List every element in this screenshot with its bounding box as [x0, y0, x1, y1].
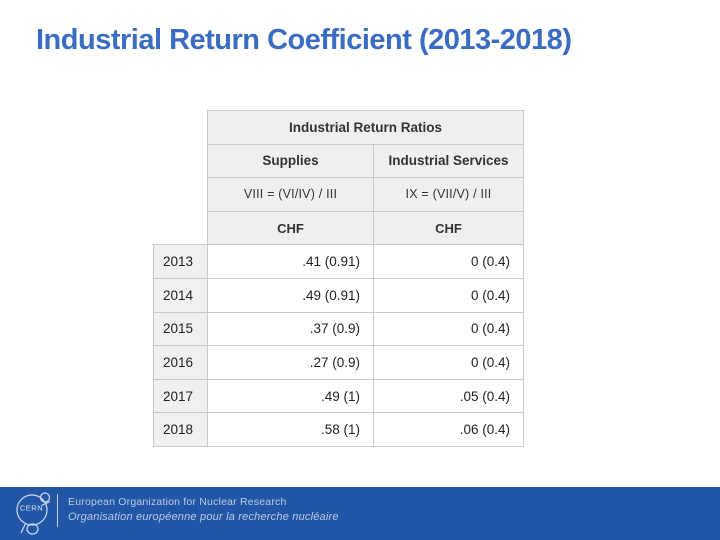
- year-cell: 2018: [153, 412, 208, 447]
- services-value-cell: .05 (0.4): [372, 378, 525, 414]
- org-name-english: European Organization for Nuclear Resear…: [68, 496, 287, 508]
- year-cell: 2015: [153, 311, 208, 347]
- supplies-value-cell: .41 (0.91): [207, 244, 374, 279]
- table-row: 2015 .37 (0.9) 0 (0.4): [153, 311, 525, 347]
- services-column-header: Industrial Services: [372, 143, 525, 179]
- supplies-value-cell: .49 (0.91): [207, 277, 374, 313]
- year-cell: 2014: [153, 277, 208, 313]
- table-row: 2018 .58 (1) .06 (0.4): [153, 412, 525, 447]
- table-formula-row: VIII = (VI/IV) / III IX = (VII/V) / III: [154, 177, 525, 212]
- services-value-cell: 0 (0.4): [372, 345, 525, 380]
- table-subheader-row: Supplies Industrial Services: [154, 143, 525, 179]
- supplies-unit-cell: CHF: [207, 210, 374, 246]
- table-row: 2014 .49 (0.91) 0 (0.4): [153, 277, 525, 313]
- services-formula-cell: IX = (VII/V) / III: [372, 177, 525, 212]
- services-value-cell: .06 (0.4): [372, 412, 525, 447]
- supplies-formula-cell: VIII = (VI/IV) / III: [207, 177, 374, 212]
- supplies-value-cell: .37 (0.9): [207, 311, 374, 347]
- footer-banner: CERN European Organization for Nuclear R…: [0, 487, 720, 540]
- table-row: 2016 .27 (0.9) 0 (0.4): [153, 345, 525, 380]
- table-header-row: Industrial Return Ratios: [154, 110, 525, 145]
- year-cell: 2017: [153, 378, 208, 414]
- services-unit-cell: CHF: [372, 210, 525, 246]
- year-cell: 2013: [153, 244, 208, 279]
- table-row: 2017 .49 (1) .05 (0.4): [153, 378, 525, 414]
- supplies-value-cell: .49 (1): [207, 378, 374, 414]
- ghost-cell: [154, 111, 208, 145]
- services-value-cell: 0 (0.4): [372, 244, 525, 279]
- supplies-value-cell: .27 (0.9): [207, 345, 374, 380]
- footer-org-name: European Organization for Nuclear Resear…: [68, 495, 339, 525]
- services-value-cell: 0 (0.4): [372, 277, 525, 313]
- cern-logo-text: CERN: [20, 504, 43, 513]
- table-unit-row: CHF CHF: [154, 210, 525, 246]
- supplies-value-cell: .58 (1): [207, 412, 374, 447]
- ghost-cell: [154, 178, 208, 212]
- industrial-return-table: Industrial Return Ratios Supplies Indust…: [153, 110, 525, 447]
- cern-logo-icon: CERN: [16, 492, 51, 535]
- table-row: 2013 .41 (0.91) 0 (0.4): [153, 244, 525, 279]
- footer-divider: [57, 494, 58, 527]
- year-cell: 2016: [153, 345, 208, 380]
- supplies-column-header: Supplies: [207, 143, 374, 179]
- ghost-cell: [154, 144, 208, 178]
- org-name-french: Organisation européenne pour la recherch…: [68, 511, 339, 523]
- table-title-cell: Industrial Return Ratios: [206, 110, 525, 145]
- services-value-cell: 0 (0.4): [372, 311, 525, 347]
- page-title: Industrial Return Coefficient (2013-2018…: [36, 24, 572, 56]
- ghost-cell: [154, 211, 208, 245]
